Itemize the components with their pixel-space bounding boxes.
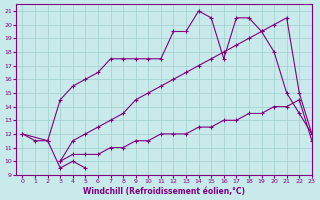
X-axis label: Windchill (Refroidissement éolien,°C): Windchill (Refroidissement éolien,°C) xyxy=(83,187,245,196)
